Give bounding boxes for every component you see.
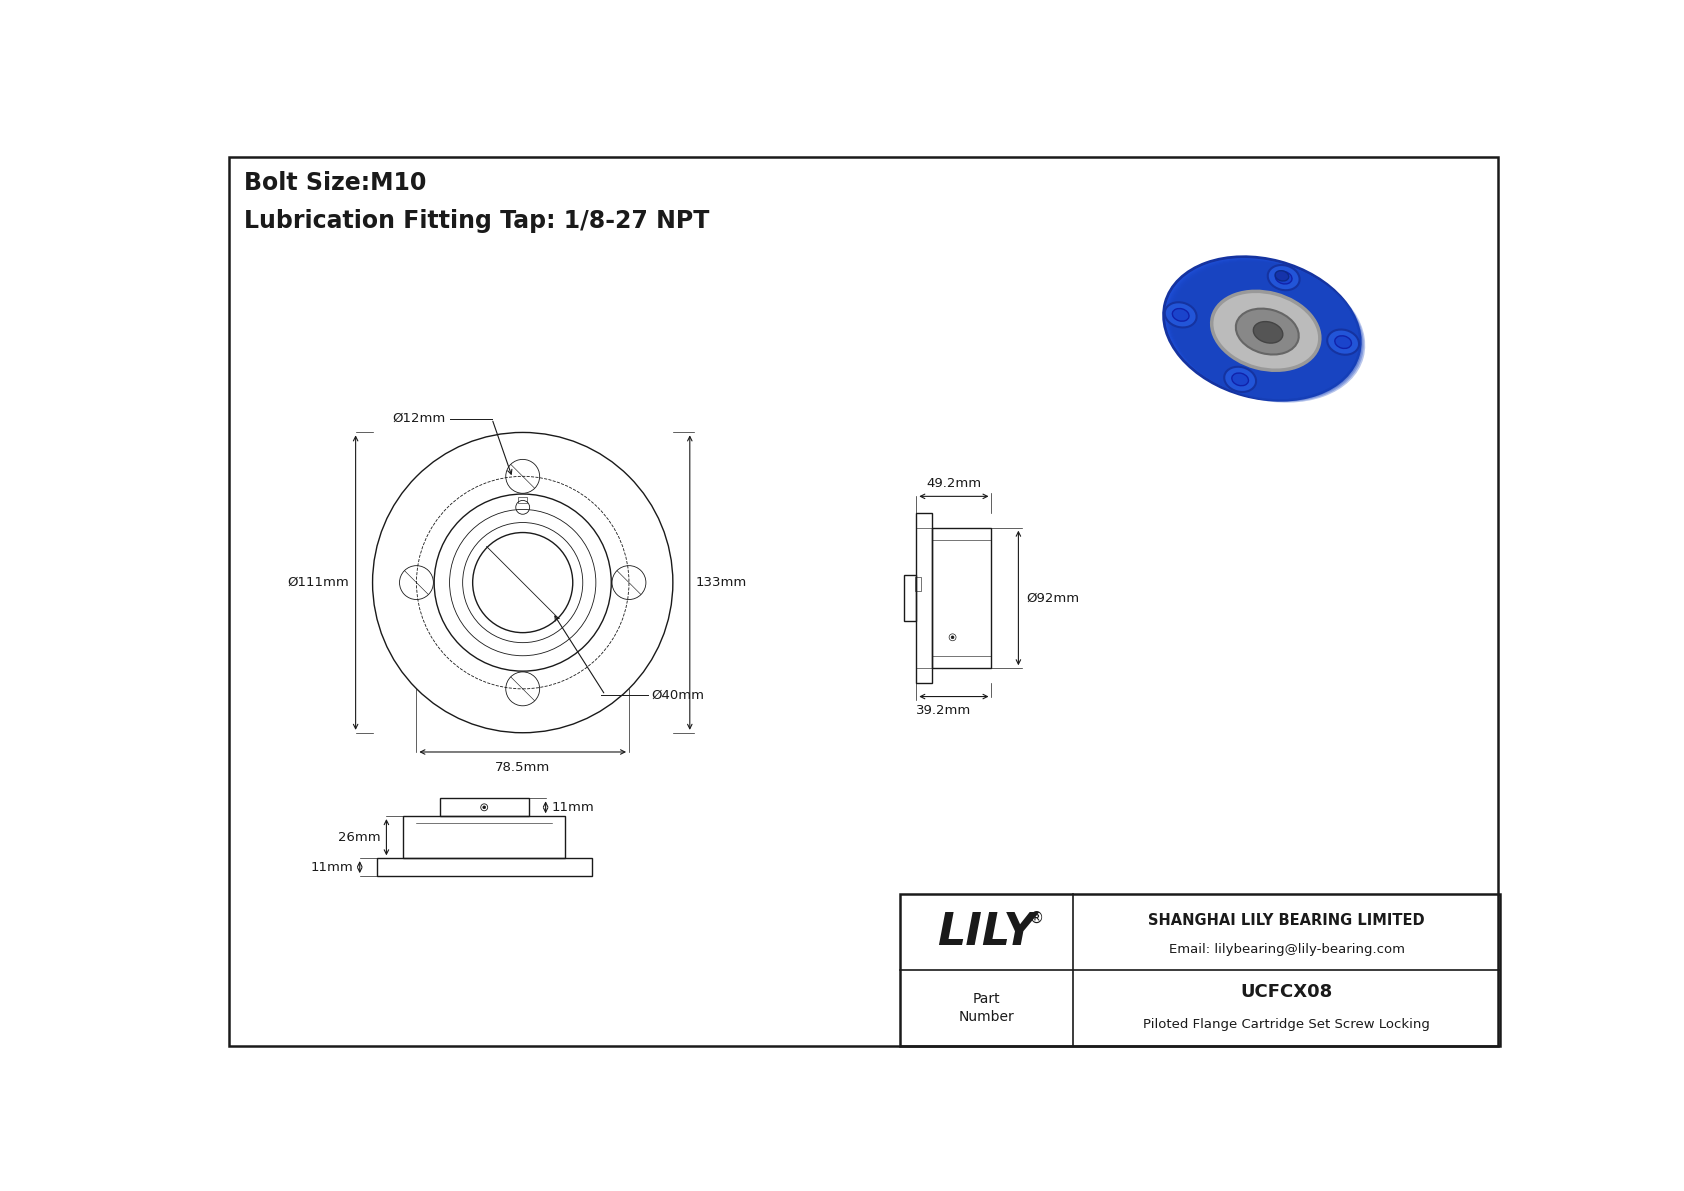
Text: Piloted Flange Cartridge Set Screw Locking: Piloted Flange Cartridge Set Screw Locki… — [1143, 1018, 1430, 1031]
Ellipse shape — [1268, 266, 1300, 291]
Ellipse shape — [1236, 308, 1298, 355]
Text: 39.2mm: 39.2mm — [916, 704, 972, 717]
Ellipse shape — [1224, 367, 1256, 392]
Ellipse shape — [1275, 270, 1288, 281]
Circle shape — [483, 806, 485, 809]
Text: ®: ® — [1029, 911, 1044, 925]
Ellipse shape — [1164, 257, 1361, 400]
Bar — [404, 816, 566, 859]
Ellipse shape — [1165, 258, 1359, 399]
Bar — [377, 859, 591, 877]
Text: Ø40mm: Ø40mm — [652, 688, 704, 701]
Bar — [904, 575, 916, 621]
Text: Ø12mm: Ø12mm — [392, 412, 446, 425]
Ellipse shape — [1231, 373, 1248, 386]
Text: 49.2mm: 49.2mm — [926, 478, 982, 491]
Text: 11mm: 11mm — [312, 861, 354, 874]
Text: 133mm: 133mm — [695, 576, 748, 590]
Ellipse shape — [1212, 292, 1320, 370]
Text: LILY: LILY — [938, 911, 1036, 954]
Ellipse shape — [1253, 322, 1283, 343]
Bar — [519, 497, 527, 504]
Bar — [899, 894, 1500, 1046]
Text: 26mm: 26mm — [337, 831, 381, 843]
Bar — [931, 528, 992, 668]
Bar — [916, 513, 931, 682]
Text: Part
Number: Part Number — [958, 992, 1014, 1024]
Circle shape — [951, 636, 953, 638]
Bar — [440, 798, 529, 816]
Text: Lubrication Fitting Tap: 1/8-27 NPT: Lubrication Fitting Tap: 1/8-27 NPT — [244, 210, 709, 233]
Ellipse shape — [1327, 330, 1359, 355]
Ellipse shape — [1172, 262, 1366, 403]
Ellipse shape — [1165, 303, 1197, 328]
Ellipse shape — [1170, 261, 1364, 401]
Bar — [914, 578, 921, 591]
Text: UCFCX08: UCFCX08 — [1241, 983, 1332, 1000]
Ellipse shape — [1169, 260, 1361, 400]
Text: Ø92mm: Ø92mm — [1026, 592, 1079, 605]
Text: Ø111mm: Ø111mm — [288, 576, 350, 590]
Ellipse shape — [1275, 272, 1292, 283]
Text: 78.5mm: 78.5mm — [495, 761, 551, 774]
Text: 11mm: 11mm — [552, 800, 594, 813]
Ellipse shape — [1170, 261, 1362, 401]
Ellipse shape — [1167, 258, 1359, 400]
Text: Bolt Size:M10: Bolt Size:M10 — [244, 170, 426, 194]
Text: Email: lilybearing@lily-bearing.com: Email: lilybearing@lily-bearing.com — [1169, 942, 1404, 955]
Text: SHANGHAI LILY BEARING LIMITED: SHANGHAI LILY BEARING LIMITED — [1148, 913, 1425, 929]
Ellipse shape — [1335, 336, 1352, 349]
Ellipse shape — [1172, 308, 1189, 322]
